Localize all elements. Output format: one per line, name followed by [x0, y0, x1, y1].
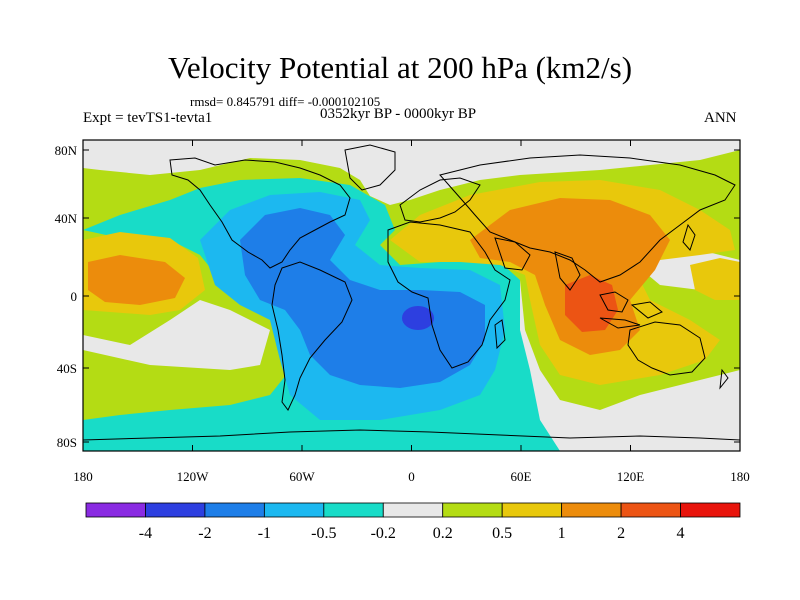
japan-coast [682, 223, 696, 251]
colorbar-swatch [85, 502, 146, 518]
field-positive-strong [565, 275, 618, 332]
colorbar-swatch [442, 502, 503, 518]
colorbar-label: 4 [677, 525, 685, 542]
field-negative-strong [240, 208, 485, 388]
lon-tick-label: 180 [73, 469, 93, 484]
colorbar-label: -0.5 [311, 525, 336, 542]
coastlines [83, 144, 740, 441]
colorbar-label: -0.2 [371, 525, 396, 542]
madagascar-coast [494, 319, 506, 350]
maritime-continent-coast [599, 291, 663, 329]
field-positive-mid [470, 198, 670, 355]
field-positive-mid [88, 255, 185, 305]
asia-coast [439, 154, 736, 283]
field-neutral-region [83, 300, 270, 370]
lon-tick-label: 120E [617, 469, 645, 484]
lat-tick-label: 80N [55, 143, 78, 158]
greenland-coast [344, 144, 396, 191]
lon-tick-label: 60W [289, 469, 315, 484]
colorbar-label: -1 [258, 525, 271, 542]
new-zealand-coast [719, 368, 729, 390]
lat-tick-label: 40S [57, 361, 77, 376]
colorbar: -4 -2 -1 -0.5 -0.2 0.2 0.5 1 2 4 [85, 502, 741, 542]
colorbar-swatch [501, 502, 563, 518]
field-negative-max [402, 306, 434, 330]
colorbar-label: 0.5 [492, 525, 512, 542]
lon-tick-label: 0 [408, 469, 415, 484]
colorbar-label: -2 [198, 525, 211, 542]
south-america-coast [271, 261, 353, 411]
lon-tick-label: 120W [177, 469, 210, 484]
colorbar-label: 2 [617, 525, 625, 542]
latitude-axis: 80N 40N 0 40S 80S [55, 143, 740, 450]
field-positive-weak [690, 258, 740, 300]
period-label: 0352kyr BP - 0000kyr BP [320, 106, 477, 122]
colorbar-swatch [382, 502, 444, 518]
field-neutral-region [83, 140, 740, 205]
stats-text: rmsd= 0.845791 diff= -0.000102105 [190, 94, 381, 109]
colorbar-swatch [680, 502, 741, 518]
north-america-coast [169, 157, 351, 269]
australia-coast [627, 321, 706, 376]
colorbar-label: 0.2 [433, 525, 453, 542]
lon-tick-label: 180 [730, 469, 750, 484]
arabia-coast [494, 237, 531, 271]
lon-tick-label: 60E [511, 469, 532, 484]
antarctica-coast [83, 429, 740, 441]
lat-tick-label: 0 [71, 289, 78, 304]
map-title: Velocity Potential at 200 hPa (km2/s) [167, 50, 633, 85]
lat-tick-label: 40N [55, 211, 78, 226]
lat-tick-label: 80S [57, 435, 77, 450]
colorbar-swatch [323, 502, 384, 518]
experiment-label: Expt = tevTS1-tevta1 [83, 110, 213, 126]
colorbar-label: 1 [558, 525, 566, 542]
colorbar-swatch [620, 502, 681, 518]
india-coast [554, 251, 581, 291]
colorbar-swatch [145, 502, 206, 518]
africa-coast [387, 221, 511, 369]
colorbar-swatch [561, 502, 622, 518]
season-label: ANN [704, 110, 737, 126]
colorbar-swatch [204, 502, 265, 518]
longitude-axis: 180 120W 60W 0 60E 120E 180 [73, 140, 750, 484]
colorbar-label: -4 [139, 525, 152, 542]
contour-field [83, 140, 740, 451]
colorbar-swatch [263, 502, 325, 518]
europe-coast [399, 177, 481, 223]
